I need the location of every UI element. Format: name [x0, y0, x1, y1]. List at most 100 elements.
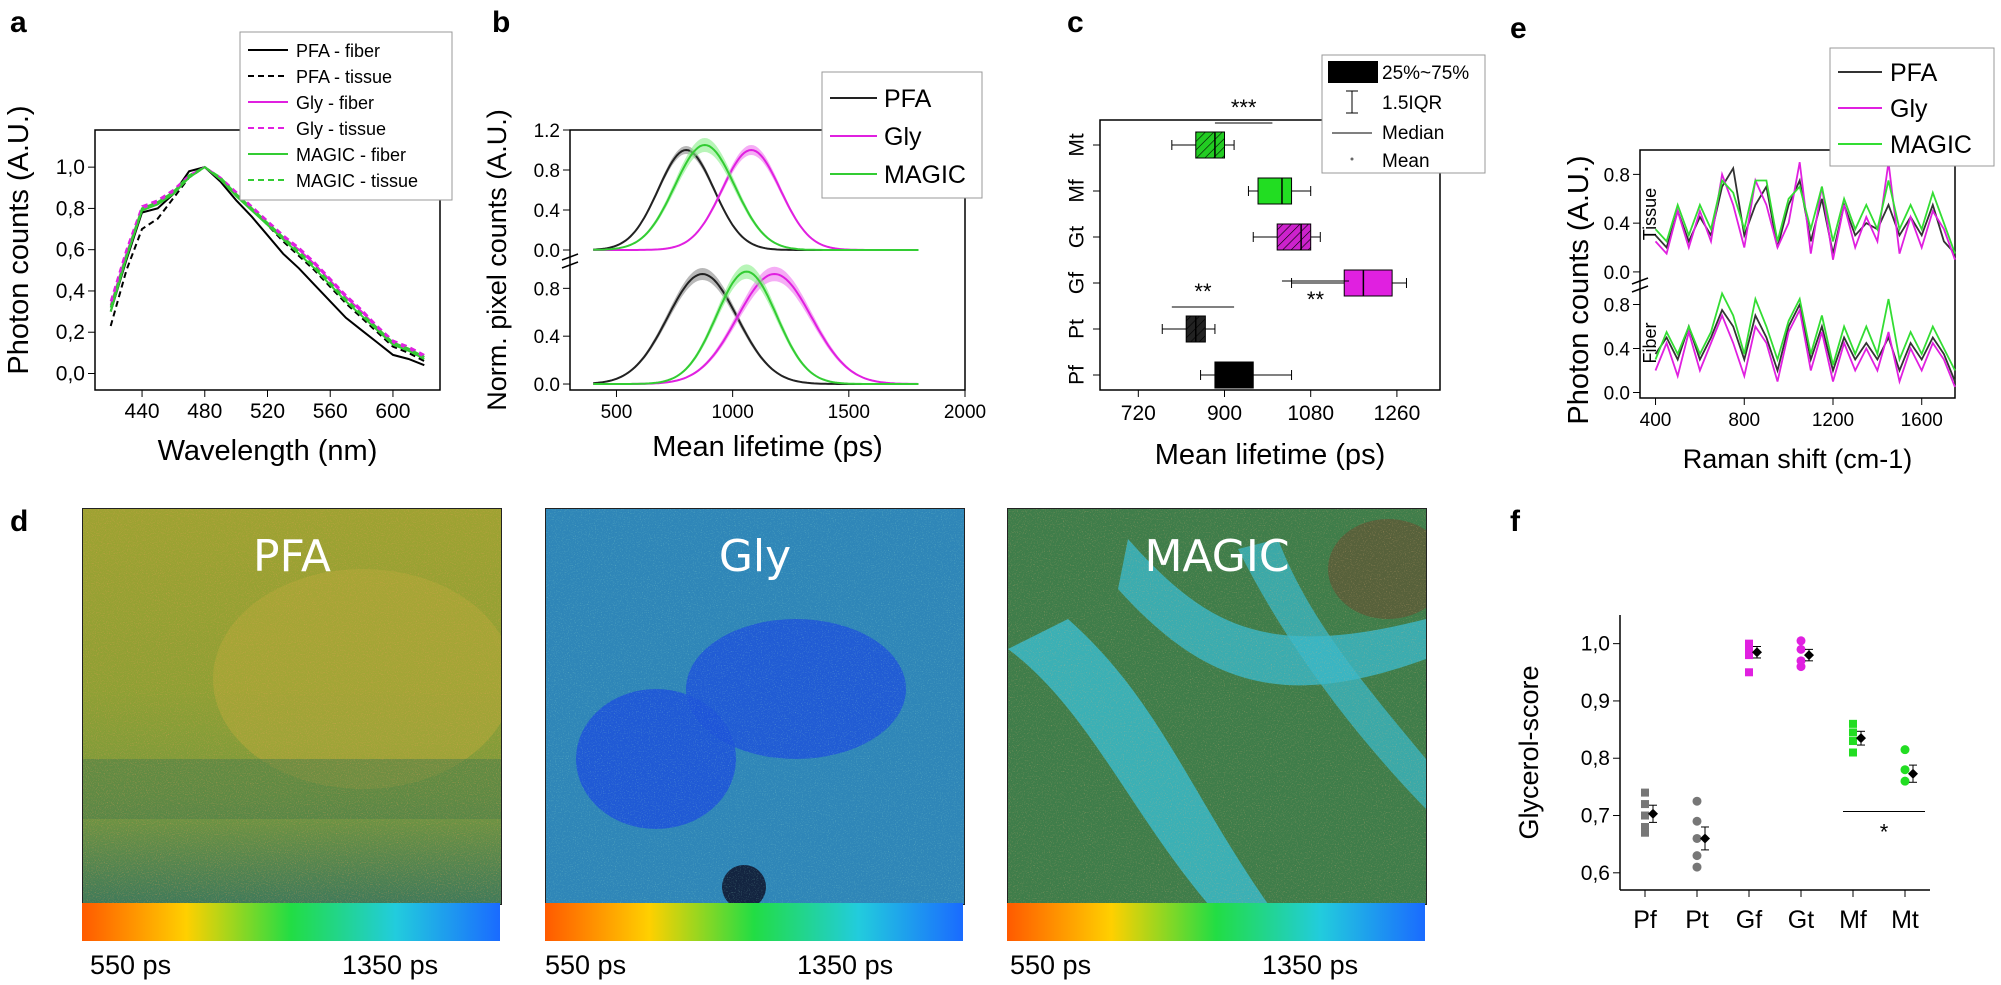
colorbar-max-pfa: 1350 ps [342, 950, 439, 980]
x-tick-label-e: 1200 [1812, 410, 1854, 431]
point-Mf [1849, 737, 1857, 746]
y-tick-label-a: 0,4 [56, 280, 86, 303]
y-tick-label-b: 1.2 [534, 121, 560, 142]
x-tick-label-b: 1500 [828, 402, 870, 423]
point-Pt [1692, 851, 1702, 861]
colorbar-max-gly: 1350 ps [797, 950, 894, 980]
y-tick-label-e: 0.4 [1604, 214, 1631, 235]
x-tick-label-a: 600 [375, 400, 410, 423]
axis-break-e [1631, 277, 1649, 285]
colorbar-min-magic: 550 ps [1010, 950, 1092, 980]
image-label-pfa: PFA [253, 531, 331, 582]
y-tick-label-c: Mf [1066, 179, 1089, 202]
legend-label-c: 1.5IQR [1382, 93, 1442, 114]
y-tick-label-a: 0,2 [56, 321, 85, 344]
panel-letter-c: c [1067, 6, 1084, 39]
x-tick-label-c: 1260 [1374, 402, 1421, 425]
point-Mf [1849, 748, 1857, 757]
chart-c: Mt Mf Gt Gf Pt Pf 720 900 1080 1260 Mean lifetime … [1066, 54, 1486, 471]
y-tick-label-a: 1,0 [56, 156, 85, 179]
plot-frame-b [569, 129, 966, 391]
mean-marker-Mf [1856, 733, 1866, 744]
point-Pf [1641, 822, 1649, 831]
curve-magic-bottom [593, 270, 919, 385]
axis-break-b [561, 261, 579, 269]
band-magic-bottom [593, 264, 919, 384]
box-Gf [1343, 269, 1393, 297]
point-Pt [1692, 816, 1702, 826]
legend-label-c: Median [1382, 123, 1444, 144]
legend-frame-a [239, 31, 453, 201]
chart-f: 0,6 0,7 0,8 0,9 1,0 Pf Pt Gf Gt Mf Mt * Glycerol-sco… [1514, 615, 1930, 934]
point-Pt [1692, 862, 1702, 872]
mean-marker-Mt [1908, 768, 1918, 779]
legend-label-b: PFA [884, 85, 932, 113]
mean-marker-Gt [1804, 650, 1814, 661]
colorbar-min-gly: 550 ps [545, 950, 627, 980]
legend-label-a: Gly - fiber [296, 93, 374, 113]
colorbar-magic [1007, 903, 1425, 941]
x-tick-label-c: 1080 [1287, 402, 1334, 425]
y-tick-label-a: 0,0 [56, 362, 85, 385]
y-tick-label-e: 0.4 [1604, 340, 1631, 361]
flim-image-pfa: PFA [82, 508, 502, 905]
colorbar-max-magic: 1350 ps [1262, 950, 1359, 980]
panel-letter-b: b [492, 6, 511, 39]
y-tick-label-b: 0.0 [534, 375, 560, 396]
panel-letter-a: a [10, 6, 27, 39]
x-axis-label-a: Wavelength (nm) [158, 435, 378, 467]
y-tick-label-c: Pt [1066, 319, 1089, 339]
point-Pt [1692, 833, 1702, 843]
point-Pf [1641, 828, 1649, 837]
plot-frame-c [1099, 119, 1441, 391]
point-Pf [1641, 800, 1649, 809]
axis-break-e [1631, 285, 1649, 293]
y-tick-label-e: 0.0 [1604, 384, 1630, 405]
x-tick-label-e: 1600 [1901, 410, 1943, 431]
x-axis-label-e: Raman shift (cm-1) [1683, 444, 1913, 474]
spectrum-gly-fiber [1654, 307, 1956, 388]
flim-texture-pfa [83, 509, 501, 904]
y-tick-label-a: 0,6 [56, 239, 85, 262]
colorbar-gly [545, 903, 963, 941]
panel-letter-e: e [1510, 12, 1527, 45]
mean-marker-Gf [1752, 647, 1762, 658]
legend-label-b: Gly [884, 123, 922, 151]
y-axis-label-f: Glycerol-score [1514, 665, 1544, 839]
x-tick-label-f: Gf [1736, 906, 1762, 934]
legend-label-e: PFA [1890, 59, 1938, 87]
subplot-label-e: Tissue [1640, 188, 1660, 240]
y-tick-label-f: 0,7 [1581, 805, 1610, 828]
y-tick-label-b: 0.4 [534, 201, 561, 222]
point-Gf [1745, 645, 1753, 654]
x-tick-label-a: 480 [187, 400, 222, 423]
legend-label-e: Gly [1890, 95, 1928, 123]
spectrum-pfa-fiber [1654, 301, 1956, 382]
mean-marker-Pf [1648, 808, 1658, 819]
box-Pf [1214, 361, 1254, 389]
y-tick-label-b: 0.8 [534, 279, 560, 300]
y-tick-label-c: Pf [1066, 365, 1089, 385]
legend-label-a: PFA - fiber [296, 41, 380, 61]
y-tick-label-b: 0.4 [534, 327, 561, 348]
chart-a: 440 480 520 560 600 0,0 0,2 0,4 0,6 0,8 1,0 Wavelen… [3, 31, 453, 467]
series-line-gly-tissue [109, 165, 425, 356]
legend-label-a: PFA - tissue [296, 67, 392, 87]
legend-label-a: MAGIC - tissue [296, 171, 418, 191]
point-Mf [1849, 728, 1857, 737]
point-Pt [1692, 796, 1702, 806]
y-tick-label-a: 0,8 [56, 197, 85, 220]
point-Gf [1745, 668, 1753, 677]
x-tick-label-f: Mt [1891, 906, 1919, 934]
chart-b: 0.0 0.4 0.8 1.2 0.0 0.4 0.8 500 1000 1500 2000 Mean… [482, 71, 986, 463]
x-axis-label-c: Mean lifetime (ps) [1155, 439, 1385, 471]
point-Mt [1900, 765, 1910, 775]
x-tick-label-a: 560 [313, 400, 348, 423]
band-gly-bottom [593, 266, 919, 384]
legend-label-e: MAGIC [1890, 131, 1972, 159]
mean-marker-Pt [1700, 833, 1710, 844]
x-tick-label-e: 400 [1640, 410, 1672, 431]
x-tick-label-f: Mf [1839, 906, 1867, 934]
sig-mark-2: ** [1194, 279, 1212, 304]
